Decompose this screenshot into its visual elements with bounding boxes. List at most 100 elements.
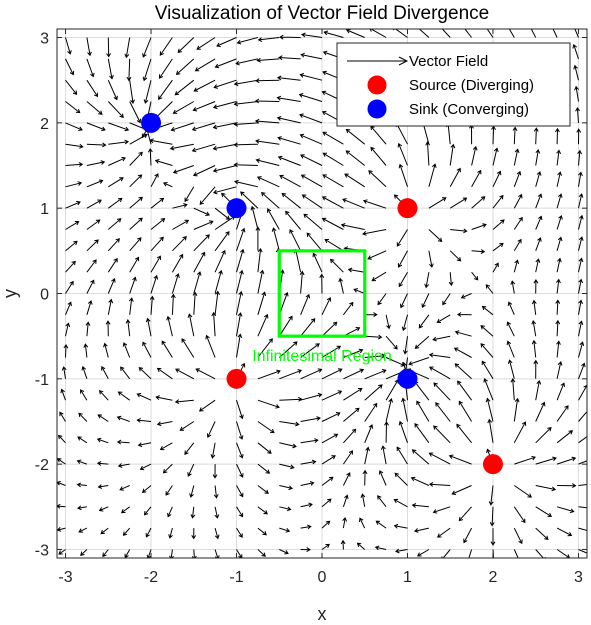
vector-arrow xyxy=(129,237,142,252)
vector-arrow xyxy=(233,101,258,107)
vector-arrow xyxy=(60,388,66,401)
vector-arrow xyxy=(531,339,537,358)
vector-arrow xyxy=(535,258,541,273)
vector-arrow xyxy=(343,368,365,380)
vector-arrow xyxy=(149,138,173,145)
vector-arrow xyxy=(257,269,265,294)
vector-arrow xyxy=(401,397,408,422)
vector-arrow xyxy=(531,319,537,337)
vector-arrow xyxy=(214,527,220,540)
vector-arrow xyxy=(172,219,190,230)
vector-arrow xyxy=(254,98,280,104)
vector-arrow xyxy=(342,450,354,465)
vector-arrow xyxy=(574,85,579,102)
vector-arrow xyxy=(162,182,173,188)
vector-arrow xyxy=(108,139,130,145)
vector-arrow xyxy=(107,101,124,118)
vector-arrow xyxy=(345,150,366,166)
vector-arrow xyxy=(451,485,472,495)
vector-arrow xyxy=(578,193,584,209)
vector-arrow xyxy=(122,342,131,358)
vector-arrow xyxy=(393,523,408,529)
vector-arrow xyxy=(507,359,515,379)
vector-arrow xyxy=(513,549,519,558)
vector-arrow xyxy=(257,442,272,454)
vector-arrow xyxy=(236,442,244,459)
vector-arrow xyxy=(205,334,216,358)
vector-arrow xyxy=(174,79,195,96)
vector-arrow xyxy=(187,463,195,477)
vector-arrow xyxy=(347,267,365,273)
vector-arrow xyxy=(321,520,331,529)
legend-circle-icon xyxy=(367,75,387,95)
vector-arrow xyxy=(65,301,72,315)
vector-arrow xyxy=(107,218,122,230)
vector-arrow xyxy=(122,527,131,537)
vector-arrow xyxy=(78,527,88,533)
vector-arrow xyxy=(125,319,131,337)
vector-arrow xyxy=(234,179,259,188)
vector-arrow xyxy=(492,194,504,209)
vector-arrow xyxy=(86,199,102,209)
vector-arrow xyxy=(214,58,237,69)
vector-arrow xyxy=(385,335,398,350)
vector-arrow xyxy=(574,29,579,38)
vector-arrow xyxy=(138,366,152,380)
vector-arrow xyxy=(441,29,451,38)
vector-arrow xyxy=(556,278,561,294)
vector-arrow xyxy=(448,272,454,287)
vector-arrow xyxy=(136,417,152,423)
vector-arrow xyxy=(120,506,130,514)
vector-arrow xyxy=(300,524,312,530)
vector-arrow xyxy=(236,290,244,315)
vector-arrow xyxy=(385,397,394,422)
vector-arrow xyxy=(214,249,226,273)
vector-arrow xyxy=(97,414,109,422)
vector-arrow xyxy=(77,436,88,444)
vector-arrow xyxy=(324,239,344,252)
vector-arrow xyxy=(454,330,472,337)
vector-arrow xyxy=(86,37,92,57)
vector-arrow xyxy=(159,37,173,56)
vector-arrow xyxy=(370,146,387,166)
vector-arrow xyxy=(514,455,536,465)
vector-arrow xyxy=(107,257,118,273)
vector-arrow xyxy=(129,196,143,209)
vector-arrow xyxy=(196,37,216,50)
vector-arrow xyxy=(108,197,123,209)
vector-arrow xyxy=(194,58,216,72)
vector-arrow xyxy=(411,503,429,508)
vector-arrow xyxy=(449,167,461,188)
vector-arrow xyxy=(214,231,230,252)
vector-arrow xyxy=(107,278,116,294)
vector-arrow xyxy=(456,312,472,317)
vector-arrow xyxy=(300,502,313,508)
vector-arrow xyxy=(453,347,472,358)
vector-arrow xyxy=(428,352,451,358)
vector-arrow xyxy=(578,384,587,401)
vector-arrow xyxy=(257,485,269,494)
vector-arrow xyxy=(578,527,587,532)
vector-arrow xyxy=(300,154,323,166)
vector-arrow xyxy=(299,133,323,145)
vector-arrow xyxy=(146,549,152,558)
vector-arrow xyxy=(57,503,66,509)
vector-arrow xyxy=(480,325,494,337)
vector-arrow xyxy=(192,165,216,177)
vector-arrow xyxy=(255,226,261,251)
vector-arrow xyxy=(428,366,451,380)
vector-arrow xyxy=(485,397,494,422)
vector-arrow xyxy=(364,312,378,318)
vector-arrow xyxy=(414,335,430,349)
vector-arrow xyxy=(233,162,258,168)
vector-arrow xyxy=(86,239,99,252)
legend-circle-icon xyxy=(367,99,387,119)
vector-arrow xyxy=(578,362,586,379)
vector-arrow xyxy=(531,299,537,315)
vector-arrow xyxy=(126,58,132,82)
vector-arrow xyxy=(172,203,188,209)
vector-arrow xyxy=(513,397,520,422)
x-tick-label: -1 xyxy=(229,569,243,586)
vector-arrow xyxy=(279,34,301,40)
